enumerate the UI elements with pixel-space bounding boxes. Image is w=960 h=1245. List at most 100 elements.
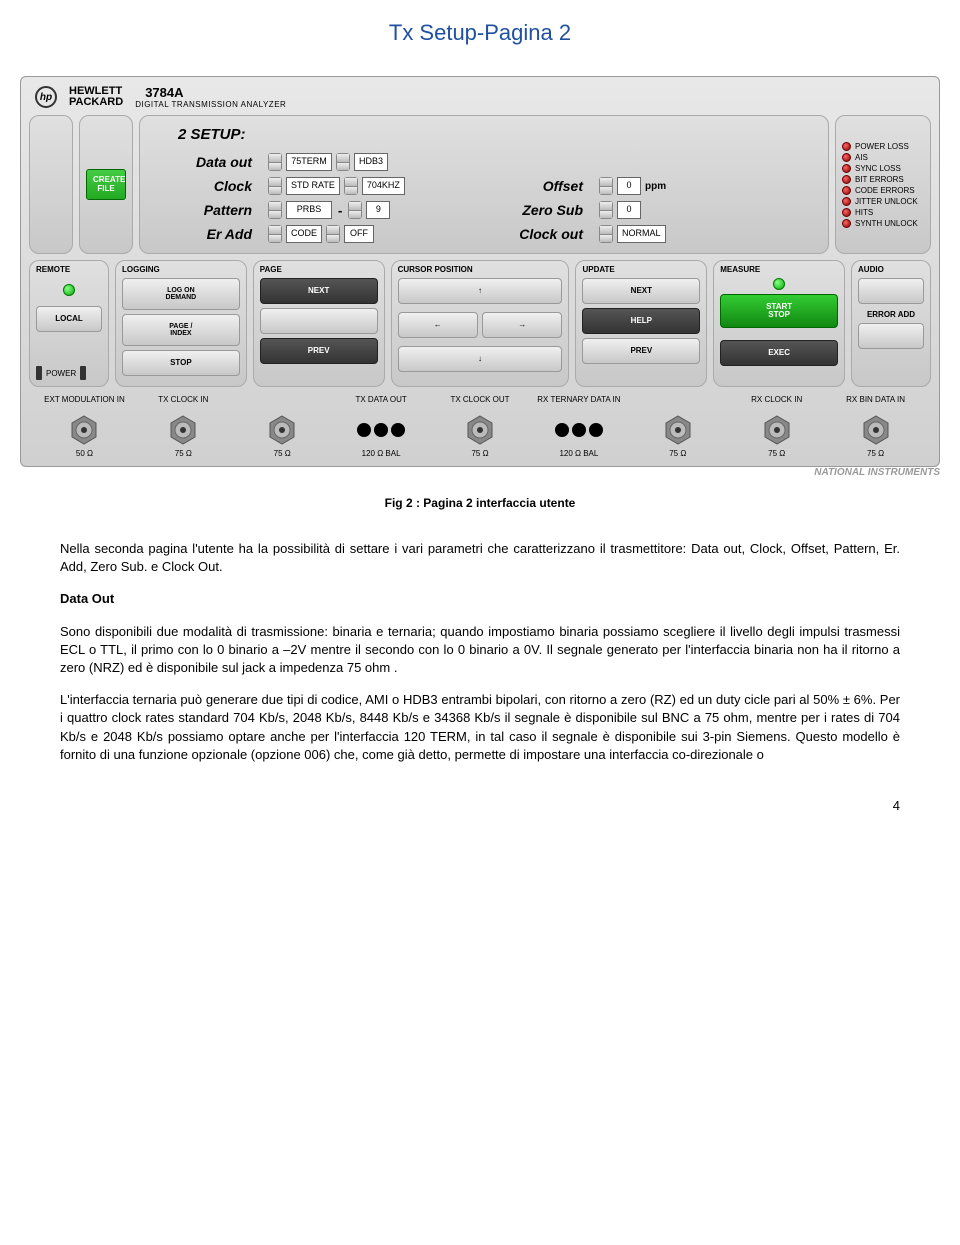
led-label: CODE ERRORS (855, 186, 915, 195)
connector: TX CLOCK IN 75 Ω (134, 395, 233, 458)
status-led-row: SYNC LOSS (842, 164, 918, 173)
spinner-icon[interactable] (268, 201, 282, 219)
figure-caption: Fig 2 : Pagina 2 interfaccia utente (0, 496, 960, 510)
offset-label: Offset (489, 178, 589, 194)
spinner-icon[interactable] (326, 225, 340, 243)
cursor-left-button[interactable]: ← (398, 312, 478, 338)
data-out-field-2[interactable]: HDB3 (354, 153, 388, 171)
brand-text: HEWLETT PACKARD (69, 86, 123, 108)
clock-field-2[interactable]: 704KHZ (362, 177, 405, 195)
data-out-field-1[interactable]: 75TERM (286, 153, 332, 171)
pin-icon (374, 423, 388, 437)
spinner-icon[interactable] (599, 225, 613, 243)
er-add-label: Er Add (158, 226, 258, 242)
clock-label: Clock (158, 178, 258, 194)
model-subtitle: DIGITAL TRANSMISSION ANALYZER (135, 100, 286, 109)
measure-section: MEASURE START STOP EXEC (713, 260, 845, 387)
watermark: NATIONAL INSTRUMENTS (0, 467, 940, 478)
impedance-label: 75 Ω (175, 449, 192, 458)
pin-icon (572, 423, 586, 437)
stop-button[interactable]: STOP (122, 350, 240, 376)
led-icon (842, 186, 851, 195)
log-on-demand-button[interactable]: LOG ON DEMAND (122, 278, 240, 310)
er-add-field-2[interactable]: OFF (344, 225, 374, 243)
connector-label: TX CLOCK OUT (450, 395, 509, 411)
audio-button-1[interactable] (858, 278, 924, 304)
cursor-down-button[interactable]: ↓ (398, 346, 563, 372)
impedance-label: 75 Ω (669, 449, 686, 458)
led-label: SYNC LOSS (855, 164, 901, 173)
bnc-connector-icon (762, 415, 792, 445)
local-button[interactable]: LOCAL (36, 306, 102, 332)
remote-section: REMOTE LOCAL POWER (29, 260, 109, 387)
status-led-row: JITTER UNLOCK (842, 197, 918, 206)
spinner-icon[interactable] (336, 153, 350, 171)
led-icon (842, 175, 851, 184)
logging-label: LOGGING (122, 265, 240, 274)
spinner-icon[interactable] (348, 201, 362, 219)
setup-title: 2 SETUP: (158, 126, 810, 143)
paragraph-1: Nella seconda pagina l'utente ha la poss… (60, 540, 900, 576)
spinner-icon[interactable] (268, 153, 282, 171)
create-file-button[interactable]: CREATE FILE (86, 169, 126, 201)
led-icon (842, 219, 851, 228)
zero-sub-field[interactable]: 0 (617, 201, 641, 219)
offset-field[interactable]: 0 (617, 177, 641, 195)
clock-field-1[interactable]: STD RATE (286, 177, 340, 195)
logging-section: LOGGING LOG ON DEMAND PAGE / INDEX STOP (115, 260, 247, 387)
page-prev-button[interactable]: PREV (260, 338, 378, 364)
cursor-up-button[interactable]: ↑ (398, 278, 563, 304)
update-prev-button[interactable]: PREV (582, 338, 700, 364)
connector-label: RX CLOCK IN (751, 395, 802, 411)
pattern-field-1[interactable]: PRBS (286, 201, 332, 219)
spinner-icon[interactable] (344, 177, 358, 195)
instrument-panel: hp HEWLETT PACKARD 3784A DIGITAL TRANSMI… (20, 76, 940, 467)
instrument-header: hp HEWLETT PACKARD 3784A DIGITAL TRANSMI… (29, 85, 931, 115)
status-led-row: POWER LOSS (842, 142, 918, 151)
spinner-icon[interactable] (268, 225, 282, 243)
data-out-label: Data out (158, 154, 258, 170)
connector: 75 Ω (233, 395, 332, 458)
power-switch[interactable]: POWER (36, 366, 102, 380)
pattern-field-2[interactable]: 9 (366, 201, 390, 219)
update-next-button[interactable]: NEXT (582, 278, 700, 304)
connector-row: EXT MODULATION IN 50 Ω TX CLOCK IN 75 Ω 75 Ω… (29, 395, 931, 458)
dash: - (336, 203, 344, 218)
paragraph-2: Sono disponibili due modalità di trasmis… (60, 623, 900, 678)
pin-icon (391, 423, 405, 437)
page-next-button[interactable]: NEXT (260, 278, 378, 304)
bnc-connector-icon (168, 415, 198, 445)
help-button[interactable]: HELP (582, 308, 700, 334)
connector-label: RX TERNARY DATA IN (537, 395, 620, 411)
clock-out-label: Clock out (489, 226, 589, 242)
page-blank-button[interactable] (260, 308, 378, 334)
status-led-panel: POWER LOSS AIS SYNC LOSS BIT ERRORS CODE ERR… (835, 115, 931, 254)
er-add-field-1[interactable]: CODE (286, 225, 322, 243)
update-section: UPDATE NEXT HELP PREV (575, 260, 707, 387)
remote-led-icon (63, 284, 75, 296)
start-stop-button[interactable]: START STOP (720, 294, 838, 328)
led-label: POWER LOSS (855, 142, 909, 151)
exec-button[interactable]: EXEC (720, 340, 838, 366)
impedance-label: 50 Ω (76, 449, 93, 458)
status-led-row: BIT ERRORS (842, 175, 918, 184)
spinner-icon[interactable] (268, 177, 282, 195)
bnc-connector-icon (663, 415, 693, 445)
page-label: PAGE (260, 265, 378, 274)
page-index-button[interactable]: PAGE / INDEX (122, 314, 240, 346)
cursor-right-button[interactable]: → (482, 312, 562, 338)
connector: RX BIN DATA IN75 Ω (826, 395, 925, 458)
spinner-icon[interactable] (599, 201, 613, 219)
spinner-icon[interactable] (599, 177, 613, 195)
connector-label: TX CLOCK IN (158, 395, 208, 411)
error-add-button[interactable] (858, 323, 924, 349)
led-label: AIS (855, 153, 868, 162)
clock-out-field[interactable]: NORMAL (617, 225, 666, 243)
impedance-label: 75 Ω (768, 449, 785, 458)
led-label: SYNTH UNLOCK (855, 219, 918, 228)
status-led-row: AIS (842, 153, 918, 162)
led-label: BIT ERRORS (855, 175, 904, 184)
model-number: 3784A (145, 85, 286, 100)
connector-label: EXT MODULATION IN (44, 395, 125, 411)
page-title: Tx Setup-Pagina 2 (0, 0, 960, 76)
